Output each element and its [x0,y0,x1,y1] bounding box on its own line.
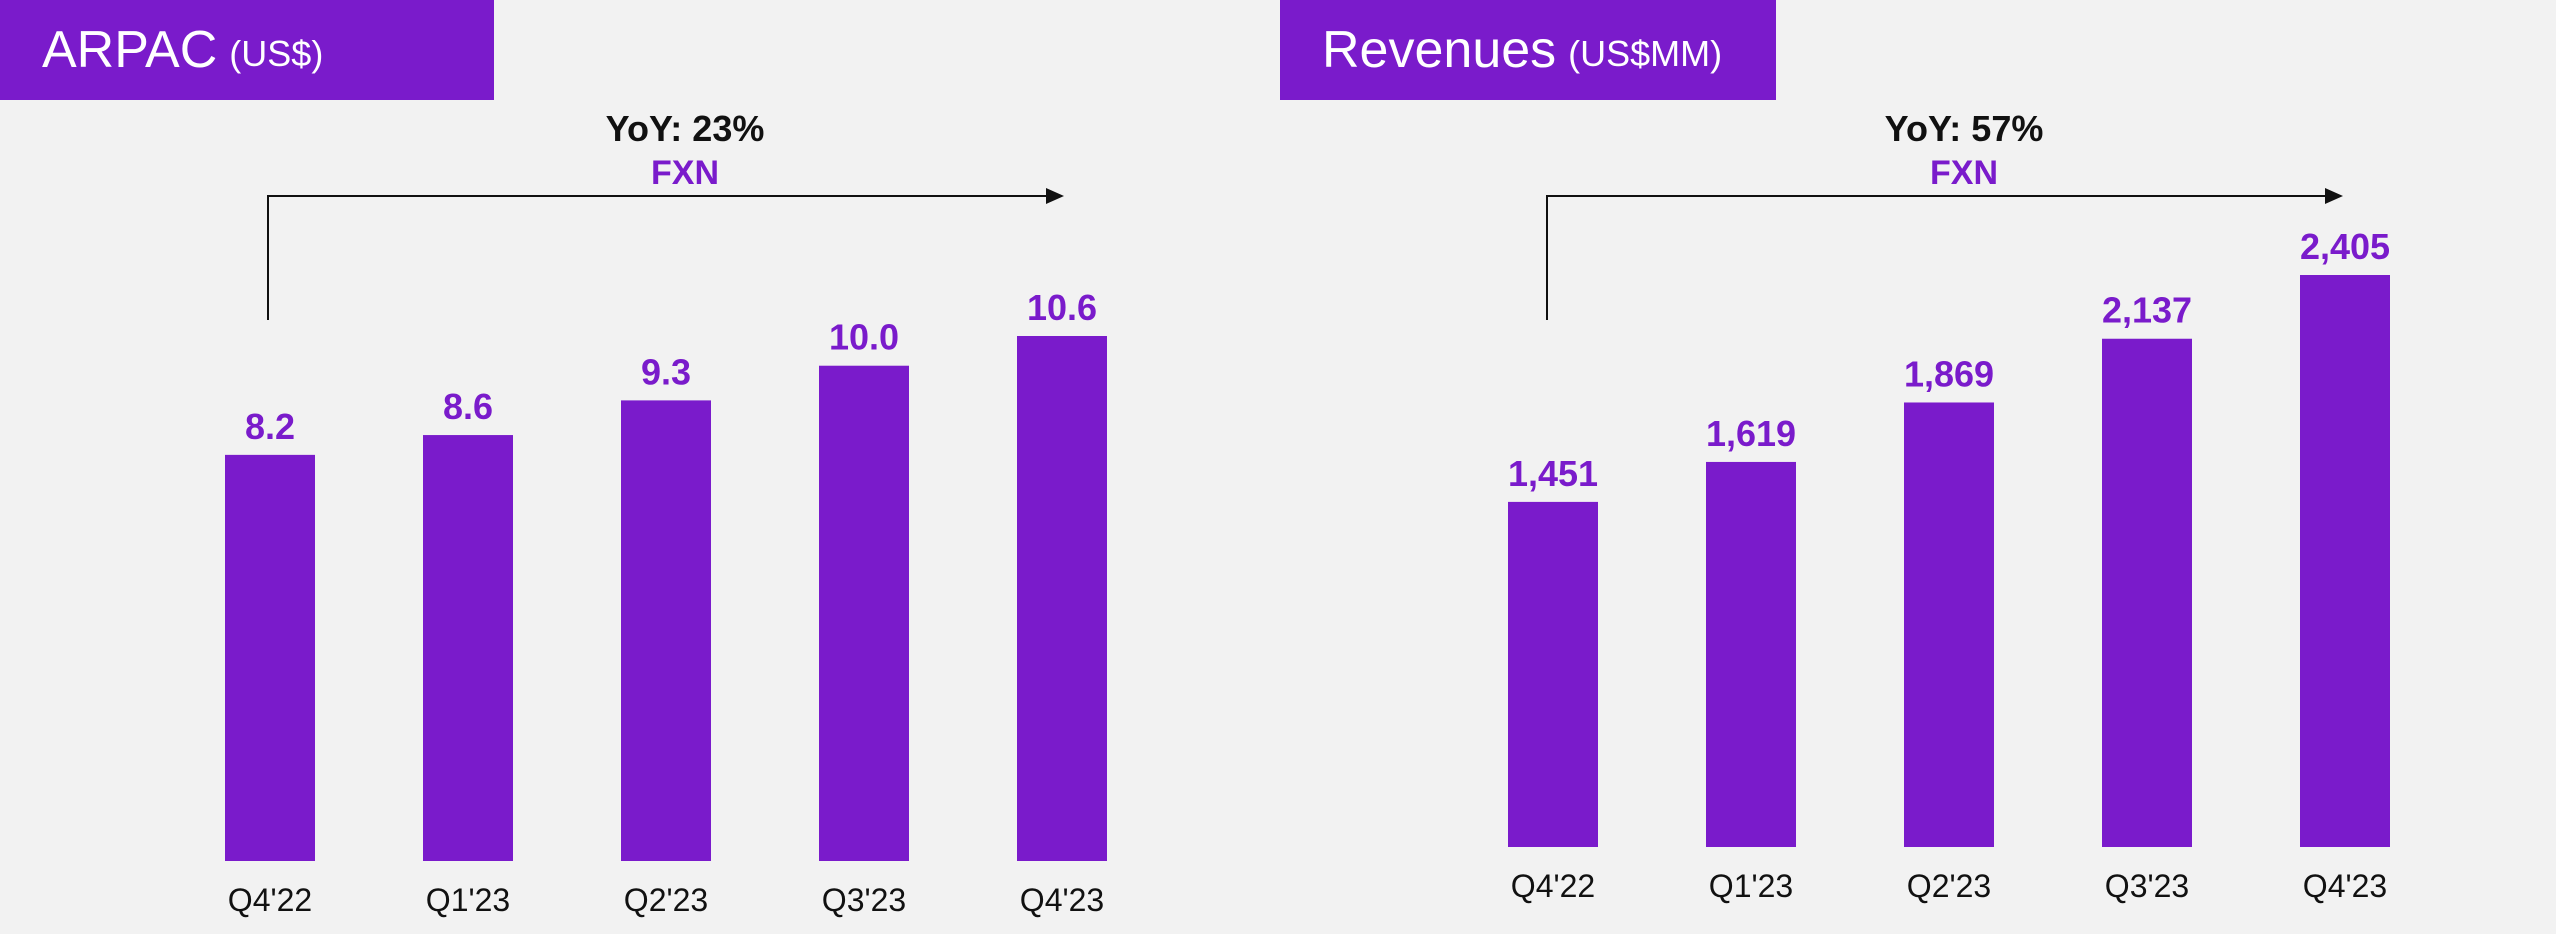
arpac-title-bar: ARPAC (US$) [0,0,494,100]
arpac-yoy-label: YoY: 23% [605,108,765,149]
arpac-category-label: Q2'23 [624,882,708,918]
arpac-category-label: Q1'23 [426,882,510,918]
revenues-bar-value-label: 1,619 [1706,413,1796,454]
arpac-title: ARPAC [42,21,218,79]
arpac-bar-chart: 8.2 Q4'22 8.6 Q1'23 9.3 Q2'23 10.0 Q3'23 10.6 Q4'… [225,188,1107,918]
arpac-bar-value-label: 10.0 [829,317,899,358]
revenues-bar [1904,402,1994,847]
arpac-bar-value-label: 8.2 [245,406,295,447]
revenues-bar-value-label: 1,869 [1904,353,1994,394]
revenues-bar-value-label: 2,405 [2300,226,2390,267]
arpac-category-label: Q4'22 [228,882,312,918]
arpac-bar-value-label: 9.3 [641,351,691,392]
revenues-bar [2102,338,2192,847]
arpac-unit: (US$) [229,33,324,74]
revenues-category-label: Q3'23 [2105,868,2189,904]
revenues-bar [1508,501,1598,847]
arpac-bar [423,435,513,861]
revenues-title: Revenues [1322,21,1557,79]
arpac-fxn-label: FXN [651,154,719,192]
revenues-bar-chart: 1,451 Q4'22 1,619 Q1'23 1,869 Q2'23 2,137 Q3'23… [1508,188,2390,904]
revenues-category-label: Q4'23 [2303,868,2387,904]
revenues-yoy-arrow-head [2325,188,2343,204]
arpac-bar [621,400,711,861]
revenues-unit: (US$MM) [1568,33,1723,74]
arpac-bar-value-label: 8.6 [443,386,493,427]
revenues-yoy-label: YoY: 57% [1884,108,2044,149]
revenues-title-bar: Revenues (US$MM) [1280,0,1776,100]
arpac-bar [819,365,909,861]
arpac-yoy-arrow-line [267,195,1048,320]
revenues-bar [1706,461,1796,847]
revenues-category-label: Q1'23 [1709,868,1793,904]
arpac-category-label: Q3'23 [822,882,906,918]
arpac-panel: ARPAC (US$) YoY: 23% FXN 8.2 Q4'22 8.6 Q1'2… [0,0,1270,934]
arpac-bar [225,454,315,861]
revenues-yoy-arrow-line [1546,195,2327,320]
revenues-bar-value-label: 1,451 [1508,453,1598,494]
revenues-bar [2300,275,2390,847]
revenues-category-label: Q2'23 [1907,868,1991,904]
arpac-bar [1017,336,1107,861]
arpac-bar-value-label: 10.6 [1027,287,1097,328]
revenues-fxn-label: FXN [1930,154,1998,192]
revenues-panel: Revenues (US$MM) YoY: 57% FXN 1,451 Q4'22… [1280,0,2556,934]
revenues-bar-value-label: 2,137 [2102,290,2192,331]
revenues-category-label: Q4'22 [1511,868,1595,904]
arpac-category-label: Q4'23 [1020,882,1104,918]
arpac-yoy-arrow-head [1046,188,1064,204]
